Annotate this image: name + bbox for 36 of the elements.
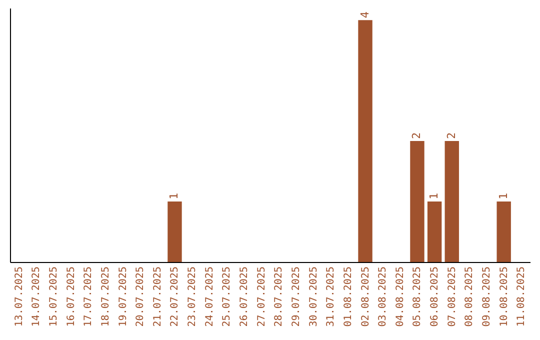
data-label: 1 bbox=[168, 192, 181, 200]
data-label: 1 bbox=[428, 192, 441, 200]
x-tick-label: 08.08.2025 bbox=[464, 266, 476, 327]
x-tick-label: 15.07.2025 bbox=[48, 266, 60, 327]
data-label: 2 bbox=[410, 132, 424, 140]
x-tick-label: 04.08.2025 bbox=[394, 266, 406, 327]
x-tick-label: 07.08.2025 bbox=[446, 266, 458, 327]
x-tick-label: 14.07.2025 bbox=[31, 266, 42, 327]
x-tick-label: 18.07.2025 bbox=[100, 266, 112, 327]
data-label: 4 bbox=[358, 11, 372, 18]
data-label: 1 bbox=[496, 192, 510, 200]
x-tick-label: 19.07.2025 bbox=[118, 266, 129, 327]
x-tick-label: 03.08.2025 bbox=[378, 266, 389, 327]
x-tick-label: 26.07.2025 bbox=[239, 266, 250, 327]
x-tick-label: 28.07.2025 bbox=[274, 266, 285, 327]
x-tick-label: 09.08.2025 bbox=[482, 266, 493, 327]
x-tick-label: 06.08.2025 bbox=[430, 266, 441, 327]
x-tick-label: 13.07.2025 bbox=[14, 266, 25, 327]
x-tick-label: 02.08.2025 bbox=[360, 266, 372, 327]
x-tick-label: 16.07.2025 bbox=[66, 266, 77, 327]
x-tick-label: 05.08.2025 bbox=[412, 266, 424, 327]
x-tick-label: 27.07.2025 bbox=[256, 266, 268, 327]
x-tick-label: 23.07.2025 bbox=[187, 266, 198, 327]
x-tick-label: 10.08.2025 bbox=[498, 266, 510, 327]
x-tick-label: 01.08.2025 bbox=[342, 266, 354, 327]
data-label: 2 bbox=[444, 132, 458, 140]
x-tick-label: 29.07.2025 bbox=[290, 266, 302, 327]
x-tick-label: 31.07.2025 bbox=[326, 266, 337, 327]
x-tick-label: 30.07.2025 bbox=[308, 266, 320, 327]
x-tick-label: 11.08.2025 bbox=[516, 266, 528, 327]
x-tick-label: 17.07.2025 bbox=[83, 266, 94, 327]
x-tick-label: 20.07.2025 bbox=[135, 266, 146, 327]
x-tick-label: 25.07.2025 bbox=[222, 266, 233, 327]
x-tick-label: 22.07.2025 bbox=[170, 266, 181, 327]
x-tick-label: 24.07.2025 bbox=[204, 266, 216, 327]
x-tick-label: 21.07.2025 bbox=[152, 266, 164, 327]
